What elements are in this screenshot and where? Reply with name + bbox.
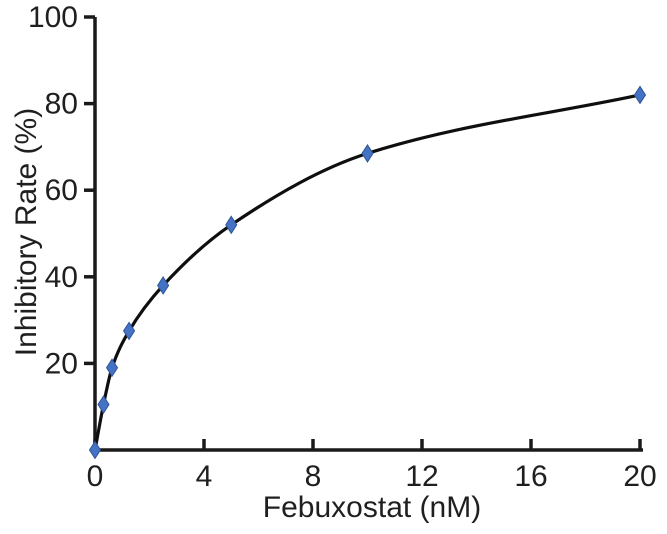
data-point-marker: [225, 215, 238, 235]
y-tick-label: 60: [45, 174, 78, 207]
x-axis-title: Febuxostat (nM): [262, 491, 482, 524]
y-axis-title: Inhibitory Rate (%): [10, 107, 43, 357]
data-point-marker: [633, 85, 647, 105]
x-tick-label: 8: [305, 460, 322, 493]
x-tick-label: 4: [196, 460, 213, 493]
y-tick-label: 100: [28, 1, 78, 34]
x-tick-label: 0: [87, 460, 104, 493]
y-tick-label: 20: [45, 347, 78, 380]
x-tick-label: 20: [623, 460, 656, 493]
y-tick-label: 40: [45, 261, 78, 294]
data-point-marker: [361, 143, 374, 163]
data-point-marker: [157, 276, 170, 295]
series-line: [93, 93, 642, 452]
data-point-marker: [122, 321, 136, 341]
data-point-marker: [97, 395, 110, 414]
x-tick-label: 12: [405, 460, 438, 493]
data-point-marker: [88, 440, 102, 460]
y-tick-label: 80: [45, 88, 78, 121]
data-point-marker: [105, 358, 119, 378]
x-tick-label: 16: [514, 460, 547, 493]
